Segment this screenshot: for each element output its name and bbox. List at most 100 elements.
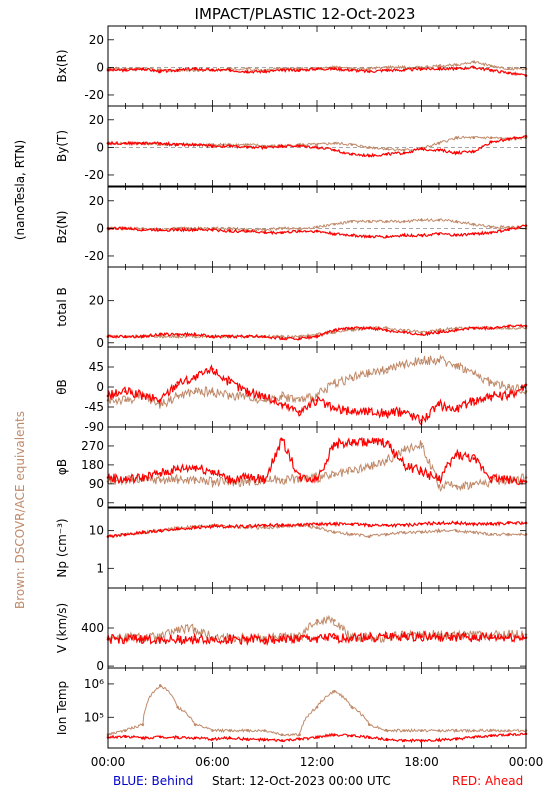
- data-point: [385, 459, 388, 462]
- data-point: [489, 734, 493, 738]
- y-tick-label: 270: [81, 439, 104, 453]
- data-point: [211, 729, 214, 732]
- series-line: [107, 440, 527, 492]
- data-point: [298, 637, 301, 641]
- data-point: [176, 143, 179, 146]
- data-point: [280, 733, 284, 737]
- data-point: [246, 146, 249, 149]
- x-tick-label: 06:00: [195, 755, 230, 769]
- data-point: [246, 390, 249, 393]
- data-point: [333, 531, 336, 534]
- data-point: [193, 335, 197, 338]
- data-point: [437, 484, 441, 488]
- data-point: [280, 231, 284, 234]
- data-point: [263, 729, 267, 732]
- data-point: [385, 66, 388, 69]
- data-point: [472, 399, 476, 402]
- data-point: [158, 735, 162, 739]
- data-point: [246, 335, 249, 338]
- data-point: [367, 326, 371, 330]
- y-tick-label: 0: [96, 380, 104, 394]
- data-point: [176, 628, 179, 632]
- data-point: [333, 407, 336, 411]
- data-point: [298, 523, 301, 527]
- data-point: [158, 472, 162, 475]
- data-point: [350, 376, 354, 380]
- data-point: [158, 141, 162, 145]
- data-point: [437, 403, 441, 407]
- data-point: [437, 635, 441, 639]
- start-time-label: Start: 12-Oct-2023 00:00 UTC: [212, 774, 391, 788]
- y-tick-label: 20: [89, 294, 104, 308]
- data-point: [489, 636, 493, 639]
- panel-frame: [107, 25, 527, 107]
- data-point: [211, 480, 214, 484]
- data-point: [455, 407, 458, 411]
- data-point: [298, 229, 301, 233]
- data-point: [367, 410, 371, 413]
- y-axis-label: θB: [55, 379, 69, 395]
- data-point: [333, 222, 336, 226]
- data-point: [246, 476, 249, 479]
- series-line: [107, 685, 527, 737]
- data-point: [280, 739, 284, 742]
- data-point: [263, 394, 267, 398]
- data-point: [141, 335, 145, 338]
- data-point: [263, 478, 267, 481]
- panel-2: 20 0 -20 Bz(N): [55, 186, 528, 268]
- data-point: [298, 335, 301, 338]
- data-point: [350, 441, 354, 445]
- data-point: [367, 523, 371, 527]
- data-point: [298, 476, 301, 479]
- data-point: [507, 733, 510, 737]
- data-point: [437, 729, 441, 732]
- data-point: [455, 328, 458, 332]
- data-point: [315, 143, 319, 146]
- data-point: [141, 67, 145, 71]
- data-point: [437, 328, 441, 332]
- data-point: [367, 67, 371, 71]
- data-point: [489, 394, 493, 398]
- data-point: [228, 729, 232, 732]
- data-point: [507, 385, 510, 389]
- y-tick-label: 1: [96, 561, 104, 575]
- data-point: [228, 229, 232, 233]
- data-point: [228, 638, 232, 641]
- data-point: [193, 143, 197, 146]
- panel-7: 400 0 V (km/s): [55, 587, 528, 673]
- data-point: [228, 525, 232, 528]
- data-point: [420, 531, 423, 534]
- series-ahead: [106, 436, 528, 486]
- data-point: [263, 636, 267, 639]
- data-point: [124, 227, 127, 230]
- data-point: [176, 736, 179, 739]
- plot-title: IMPACT/PLASTIC 12-Oct-2023: [195, 5, 416, 23]
- data-point: [176, 333, 179, 336]
- data-point: [298, 737, 301, 741]
- data-point: [315, 705, 319, 709]
- panel-0: 20 0 -20 Bx(R): [55, 25, 528, 107]
- data-point: [124, 533, 127, 536]
- y-tick-label: 0: [96, 221, 104, 235]
- data-point: [472, 457, 476, 460]
- data-point: [228, 478, 232, 481]
- panel-4: 45 0 -45 -90 θB: [55, 346, 528, 434]
- data-point: [420, 729, 423, 732]
- y-tick-label: 0: [96, 336, 104, 350]
- y-axis-label: Bx(R): [55, 49, 69, 82]
- y-tick-label: -20: [84, 249, 104, 263]
- data-point: [315, 335, 319, 338]
- data-point: [385, 441, 388, 445]
- data-point: [193, 228, 197, 232]
- data-point: [141, 476, 145, 479]
- data-point: [315, 146, 319, 149]
- series-ahead: [106, 732, 528, 744]
- data-point: [211, 525, 214, 528]
- data-point: [385, 326, 388, 330]
- data-point: [385, 152, 388, 156]
- data-point: [176, 478, 179, 481]
- dscovr-ace-note: Brown: DSCOVR/ACE equivalents: [13, 411, 27, 609]
- data-point: [280, 394, 284, 398]
- data-point: [420, 147, 423, 151]
- data-point: [367, 146, 371, 149]
